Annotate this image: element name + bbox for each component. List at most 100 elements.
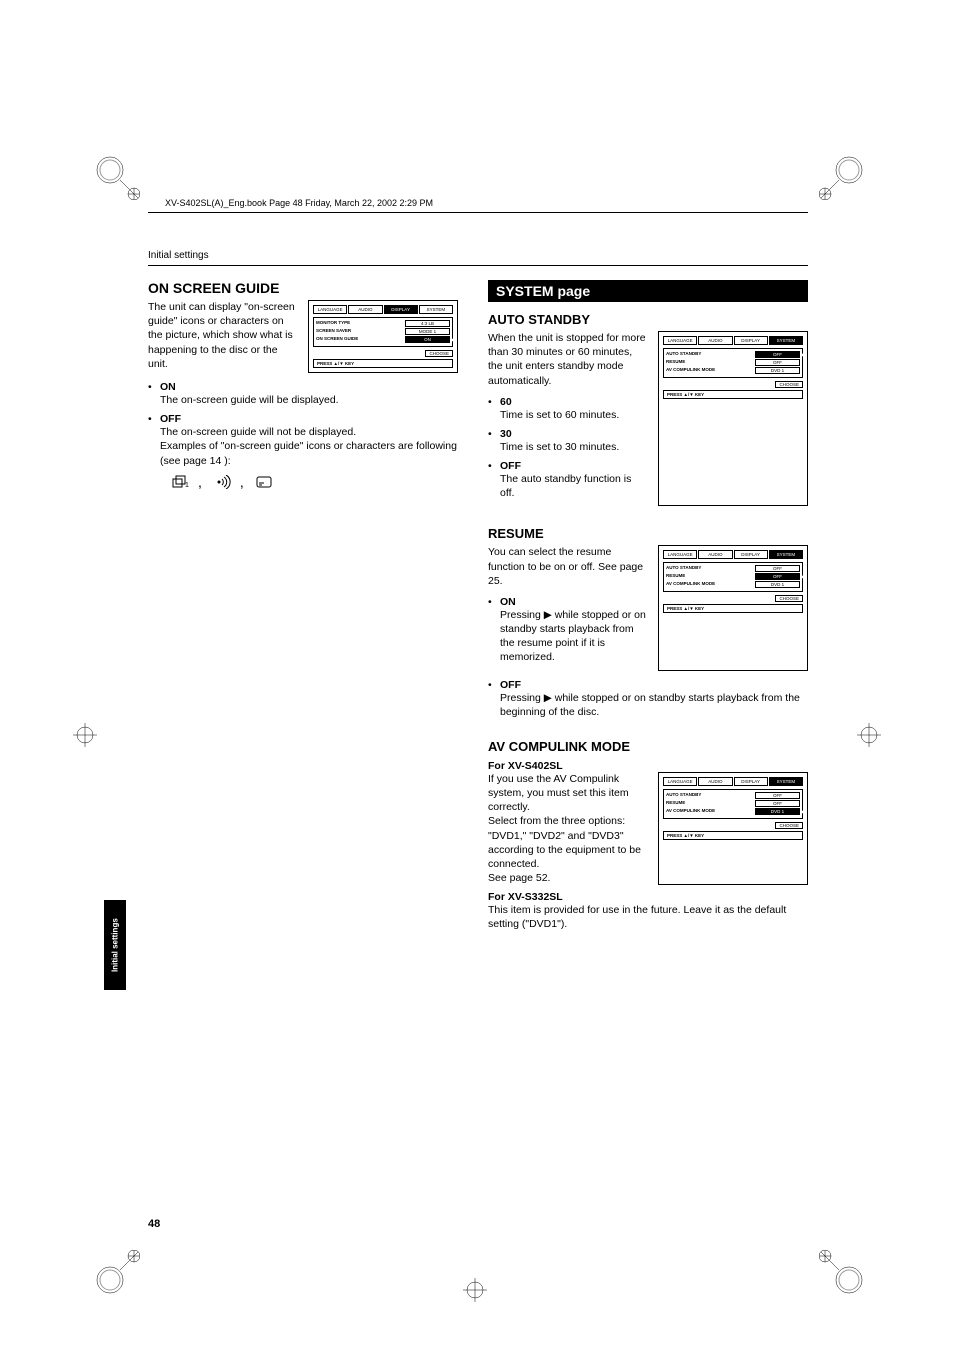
- menu-press-key: PRESS ▲/▼ KEY: [663, 831, 803, 840]
- menu-tab: LANGUAGE: [663, 550, 697, 559]
- left-column: ON SCREEN GUIDE The unit can display "on…: [148, 280, 458, 952]
- av-compulink-section: AV COMPULINK MODE For XV-S402SL If you u…: [488, 739, 808, 932]
- menu-row-value: OFF: [755, 359, 800, 366]
- menu-row-label: RESUME: [666, 359, 755, 366]
- av-compulink-menu-box: LANGUAGEAUDIODISPLAYSYSTEM AUTO STANDBYOF…: [658, 772, 808, 885]
- svg-text:1: 1: [185, 482, 190, 489]
- cropmark-top-left: [90, 150, 140, 200]
- on-screen-guide-title: ON SCREEN GUIDE: [148, 280, 458, 296]
- av-compulink-title: AV COMPULINK MODE: [488, 739, 808, 754]
- resume-section: RESUME You can select the resume functio…: [488, 526, 808, 719]
- option-off: OFF: [160, 413, 458, 425]
- menu-row-value: OFF: [755, 800, 800, 807]
- menu-row-label: AUTO STANDBY: [666, 792, 755, 799]
- av-body1: If you use the AV Compulink system, you …: [488, 772, 648, 885]
- menu-tab: AUDIO: [698, 550, 732, 559]
- menu-tab: DISPLAY: [384, 305, 418, 314]
- option-on: ON: [160, 381, 458, 393]
- auto-standby-section: AUTO STANDBY When the unit is stopped fo…: [488, 312, 808, 506]
- cropmark-mid-right: [854, 720, 884, 750]
- av-sub1: For XV-S402SL: [488, 760, 808, 772]
- resume-title: RESUME: [488, 526, 808, 541]
- auto-standby-intro: When the unit is stopped for more than 3…: [488, 331, 648, 388]
- menu-row-value: MODE 1: [405, 328, 450, 335]
- menu-press-key: PRESS ▲/▼ KEY: [663, 390, 803, 399]
- as-opt-30: 30: [500, 428, 648, 440]
- angle-icon: 1: [172, 475, 190, 489]
- option-on-desc: The on-screen guide will be displayed.: [160, 393, 458, 407]
- menu-row-label: ON SCREEN GUIDE: [316, 336, 405, 343]
- on-screen-guide-intro: The unit can display "on-screen guide" i…: [148, 300, 298, 371]
- menu-row-value: DVD 1: [755, 808, 800, 815]
- menu-row-label: AV COMPULINK MODE: [666, 581, 755, 588]
- menu-press-key: PRESS ▲/▼ KEY: [663, 604, 803, 613]
- menu-tab: DISPLAY: [734, 336, 768, 345]
- menu-row-value: OFF: [755, 792, 800, 799]
- as-opt-60: 60: [500, 396, 648, 408]
- cropmark-bottom-center: [460, 1275, 490, 1305]
- auto-standby-options: 60Time is set to 60 minutes. 30Time is s…: [488, 396, 648, 501]
- menu-tab: DISPLAY: [734, 777, 768, 786]
- menu-row-label: RESUME: [666, 800, 755, 807]
- resume-intro: You can select the resume function to be…: [488, 545, 648, 588]
- menu-row-value: DVD 1: [755, 367, 800, 374]
- menu-row-value: 4:3 LB: [405, 320, 450, 327]
- menu-tab: SYSTEM: [769, 336, 803, 345]
- menu-tab: AUDIO: [698, 777, 732, 786]
- header-underline: [148, 212, 808, 213]
- menu-tab: AUDIO: [698, 336, 732, 345]
- menu-row-value: OFF: [755, 351, 800, 358]
- sidebar-tab: Initial settings: [104, 900, 126, 990]
- page-number: 48: [148, 1218, 160, 1230]
- menu-row-label: MONITOR TYPE: [316, 320, 405, 327]
- menu-choose: CHOOSE: [775, 595, 803, 602]
- menu-tab: AUDIO: [348, 305, 382, 314]
- subtitle-icon: [256, 475, 274, 489]
- comma-1: ,: [198, 474, 206, 490]
- cropmark-bottom-left: [90, 1250, 140, 1300]
- menu-choose: CHOOSE: [775, 822, 803, 829]
- auto-standby-menu-box: LANGUAGEAUDIODISPLAYSYSTEMAUTO STANDBYOF…: [658, 331, 808, 506]
- menu-tab: LANGUAGE: [313, 305, 347, 314]
- option-off-desc: The on-screen guide will not be displaye…: [160, 425, 458, 468]
- res-opt-on: ON: [500, 596, 648, 608]
- menu-row-label: AUTO STANDBY: [666, 565, 755, 572]
- res-opt-off: OFF: [500, 679, 808, 691]
- cropmark-bottom-right: [819, 1250, 869, 1300]
- res-opt-off-desc: Pressing ▶ while stopped or on standby s…: [500, 691, 808, 719]
- menu-tab: LANGUAGE: [663, 777, 697, 786]
- as-opt-off: OFF: [500, 460, 648, 472]
- resume-menu-box: LANGUAGEAUDIODISPLAYSYSTEMAUTO STANDBYOF…: [658, 545, 808, 670]
- menu-row-label: AV COMPULINK MODE: [666, 367, 755, 374]
- menu-tab: LANGUAGE: [663, 336, 697, 345]
- cropmark-top-right: [819, 150, 869, 200]
- menu-row-label: SCREEN SAVER: [316, 328, 405, 335]
- section-header: Initial settings: [148, 250, 808, 261]
- header-filename: XV-S402SL(A)_Eng.book Page 48 Friday, Ma…: [165, 198, 433, 208]
- on-screen-guide-options: ON The on-screen guide will be displayed…: [148, 381, 458, 490]
- comma-2: ,: [240, 474, 248, 490]
- menu-tab: SYSTEM: [769, 777, 803, 786]
- menu-choose: CHOOSE: [775, 381, 803, 388]
- auto-standby-title: AUTO STANDBY: [488, 312, 808, 327]
- menu-row-value: ON: [405, 336, 450, 343]
- menu-tab: SYSTEM: [419, 305, 453, 314]
- menu-row-label: AV COMPULINK MODE: [666, 808, 755, 815]
- menu-row-value: OFF: [755, 565, 800, 572]
- av-body2: This item is provided for use in the fut…: [488, 903, 808, 931]
- av-sub2: For XV-S332SL: [488, 891, 808, 903]
- page-body: Initial settings ON SCREEN GUIDE The uni…: [148, 250, 808, 952]
- as-opt-30-desc: Time is set to 30 minutes.: [500, 440, 648, 454]
- as-opt-off-desc: The auto standby function is off.: [500, 472, 648, 500]
- resume-options-2: OFFPressing ▶ while stopped or on standb…: [488, 679, 808, 719]
- menu-row-label: RESUME: [666, 573, 755, 580]
- menu-row-value: OFF: [755, 573, 800, 580]
- menu-tab: SYSTEM: [769, 550, 803, 559]
- system-page-title: SYSTEM page: [488, 280, 808, 302]
- menu-choose: CHOOSE: [425, 350, 453, 357]
- display-menu-box: LANGUAGEAUDIODISPLAYSYSTEM MONITOR TYPE4:…: [308, 300, 458, 373]
- menu-row-value: DVD 1: [755, 581, 800, 588]
- section-header-line: [148, 265, 808, 266]
- right-column: SYSTEM page AUTO STANDBY When the unit i…: [488, 280, 808, 952]
- resume-options: ONPressing ▶ while stopped or on standby…: [488, 596, 648, 665]
